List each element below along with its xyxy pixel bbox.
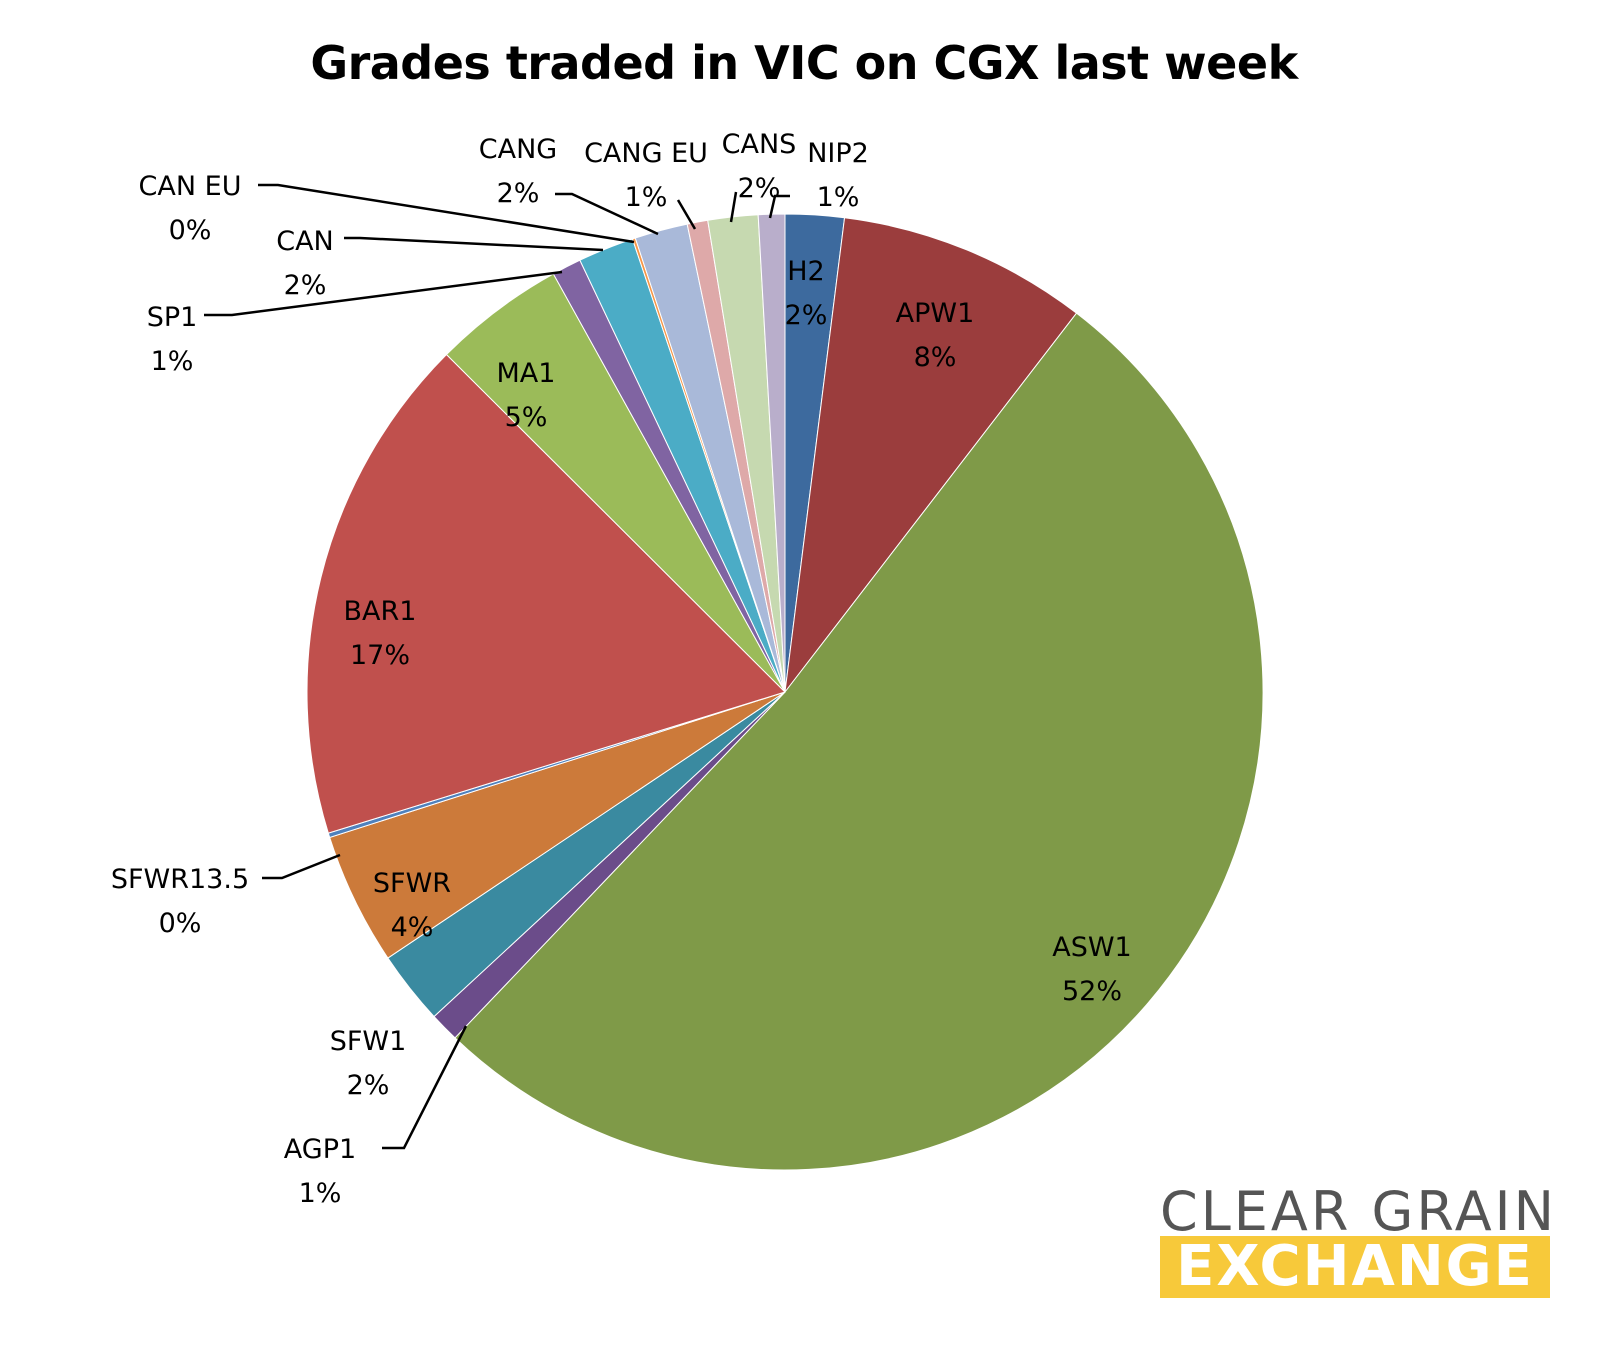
slice-label-sfwr13-5: SFWR13.5 [111, 864, 249, 895]
leader-line-sp1 [204, 270, 563, 317]
slice-percent-cang: 2% [497, 178, 540, 209]
slice-percent-sp1: 1% [151, 346, 194, 377]
slice-label-nip2: NIP2 [807, 138, 869, 169]
leader-line-cans [729, 191, 738, 223]
slice-percent-nip2: 1% [817, 182, 860, 213]
slice-percent-cang-eu: 1% [625, 182, 668, 213]
logo-exchange-banner: EXCHANGE [1160, 1234, 1550, 1299]
slice-label-can-eu: CAN EU [139, 171, 242, 202]
pie-slice-apw1 [784, 217, 1078, 694]
slice-labels: H2 2% APW1 8% ASW1 52% AGP1 1% SFW1 2% SFWR 4% SFWR1… [111, 129, 1132, 1209]
leader-line-can-eu [258, 183, 635, 244]
slice-label-can: CAN [276, 226, 334, 257]
slice-percent-ma1: 5% [505, 402, 548, 433]
slice-percent-sfw1: 2% [347, 1070, 390, 1101]
leader-line-cang-eu [676, 199, 697, 230]
slice-label-ma1: MA1 [497, 358, 556, 389]
slice-percent-sfwr13-5: 0% [159, 908, 202, 939]
slice-percent-can: 2% [284, 270, 327, 301]
slice-percent-agp1: 1% [299, 1178, 342, 1209]
slice-label-h2: H2 [787, 256, 824, 287]
slice-percent-bar1: 17% [350, 640, 410, 671]
slice-percent-cans: 2% [738, 173, 781, 204]
slice-label-cans: CANS [722, 129, 797, 160]
leader-line-cang [555, 192, 659, 236]
slice-percent-asw1: 52% [1062, 976, 1122, 1007]
leader-line-can [344, 236, 604, 252]
leader-lines [204, 183, 790, 1150]
slice-label-agp1: AGP1 [284, 1134, 356, 1165]
logo-text-exchange: EXCHANGE [1176, 1234, 1534, 1299]
slice-percent-can-eu: 0% [169, 215, 212, 246]
leader-line-nip2 [768, 194, 790, 219]
slice-label-bar1: BAR1 [344, 596, 417, 627]
slice-percent-apw1: 8% [914, 342, 957, 373]
pie-slice-asw1 [454, 312, 1264, 1171]
chart-title: Grades traded in VIC on CGX last week [310, 36, 1298, 90]
slice-label-sfw1: SFW1 [330, 1026, 407, 1057]
pie-slices [306, 213, 1264, 1171]
slice-label-cang: CANG [479, 134, 557, 165]
leader-line-agp1 [382, 1025, 468, 1150]
slice-label-sfwr: SFWR [373, 868, 451, 899]
slice-label-asw1: ASW1 [1052, 932, 1131, 963]
slice-percent-h2: 2% [785, 300, 828, 331]
slice-label-cang-eu: CANG EU [584, 138, 708, 169]
logo-text-clear-grain: CLEAR GRAIN [1160, 1180, 1557, 1243]
leader-line-sfwr13-5 [262, 853, 341, 880]
slice-label-apw1: APW1 [896, 298, 975, 329]
pie-slice-bar1 [306, 353, 786, 834]
slice-percent-sfwr: 4% [391, 912, 434, 943]
slice-label-sp1: SP1 [147, 302, 198, 333]
